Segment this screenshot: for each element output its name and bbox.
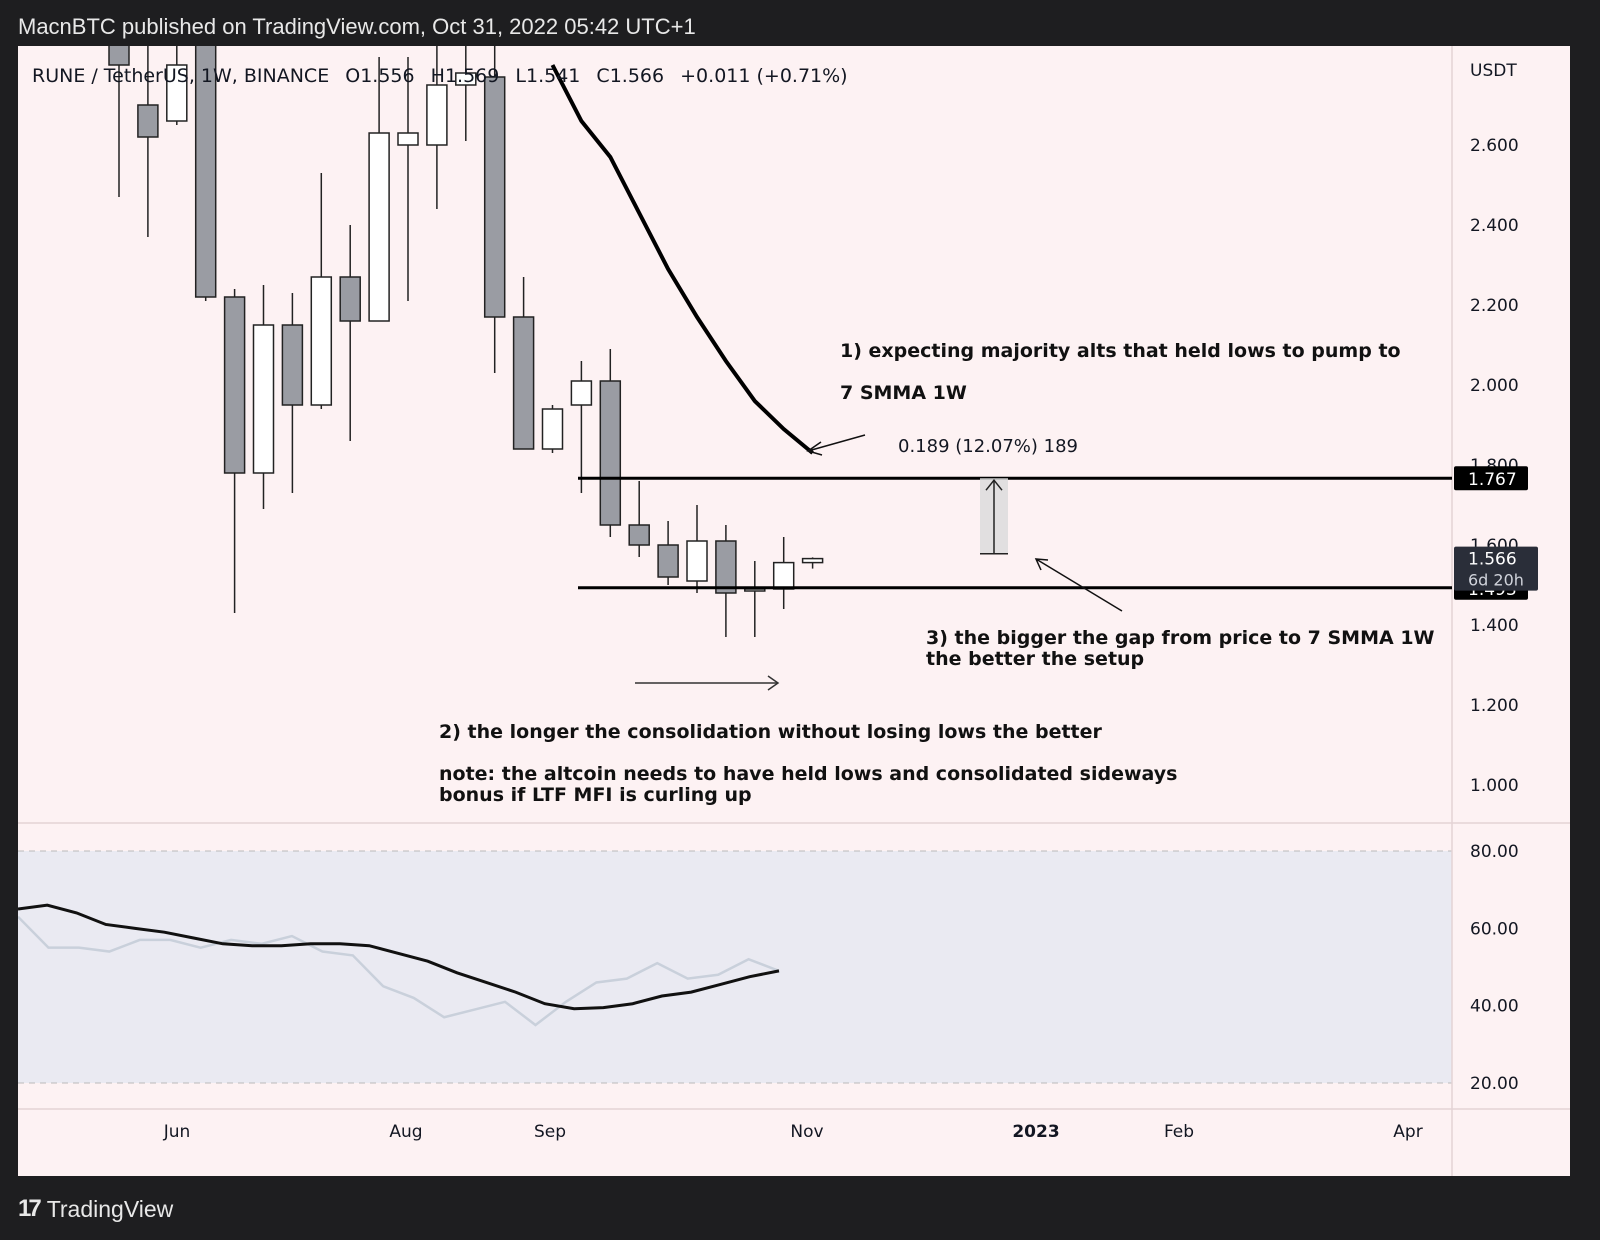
annotation-1-line1[interactable]: 1) expecting majority alts that held low… <box>840 340 1401 362</box>
symbol-info: RUNE / TetherUS, 1W, BINANCE O1.556 H1.5… <box>32 65 848 87</box>
mfi-tick-label: 20.00 <box>1470 1074 1519 1094</box>
smma-line[interactable] <box>550 64 814 455</box>
price-tick-label: 1.400 <box>1470 616 1519 636</box>
candle-body <box>512 316 535 450</box>
time-tick-label: Nov <box>790 1122 823 1142</box>
measure-label: 0.189 (12.07%) 189 <box>898 436 1078 457</box>
candle <box>657 521 679 585</box>
candle <box>686 505 708 593</box>
tradingview-logo-icon: 17 <box>18 1195 42 1222</box>
candle-body <box>772 561 795 590</box>
price-tick-label: 2.400 <box>1470 216 1519 236</box>
candle <box>310 173 333 409</box>
candle-body <box>397 132 419 146</box>
price-chart-svg[interactable]: 2.6002.4002.2002.0001.8001.6001.4001.200… <box>17 0 1570 1176</box>
candle-body <box>483 76 506 318</box>
candle <box>744 561 766 637</box>
candle-body <box>339 276 361 322</box>
time-tick-label: Aug <box>389 1122 422 1142</box>
candle-body <box>166 64 188 122</box>
candle-body <box>223 296 246 474</box>
candle <box>397 57 419 301</box>
candle-body <box>368 132 390 322</box>
bar-countdown-label: 6d 20h <box>1468 571 1524 590</box>
candle <box>772 537 795 609</box>
price-tick-label: 1.200 <box>1470 696 1519 716</box>
time-tick-label: Sep <box>534 1122 566 1142</box>
level-price-badge <box>1454 466 1528 491</box>
candle <box>483 33 506 373</box>
candle-body <box>686 540 708 582</box>
candle <box>252 285 275 509</box>
tradingview-footer[interactable]: 17 TradingView <box>18 1195 173 1223</box>
candle-body <box>570 380 593 406</box>
horizontal-levels[interactable] <box>578 476 1452 590</box>
price-tick-label: 2.200 <box>1470 296 1519 316</box>
candle <box>801 557 824 569</box>
publisher-header: MacnBTC published on TradingView.com, Oc… <box>18 14 696 39</box>
candle <box>570 361 593 493</box>
candle-body <box>281 324 304 406</box>
candle-body <box>137 104 159 138</box>
candle-body <box>108 44 130 66</box>
candlestick-series <box>108 0 824 637</box>
price-tick-label: 2.000 <box>1470 376 1519 396</box>
price-axis[interactable]: 2.6002.4002.2002.0001.8001.6001.4001.200… <box>1470 136 1519 796</box>
annotation-4-line2[interactable]: bonus if LTF MFI is curling up <box>439 784 752 806</box>
mfi-fast-line <box>17 915 780 1027</box>
candle <box>541 405 564 453</box>
time-axis[interactable]: Jun Aug Sep Nov 2023 Feb Apr <box>163 1122 1423 1142</box>
mfi-tick-label: 80.00 <box>1470 842 1519 862</box>
brand-name: TradingView <box>46 1195 174 1222</box>
candle-body <box>628 524 650 546</box>
annotation-3-line2[interactable]: the better the setup <box>926 648 1144 670</box>
mfi-axis: 80.00 60.00 40.00 20.00 <box>1470 842 1519 1094</box>
price-tick-label: 2.600 <box>1470 136 1519 156</box>
candle <box>339 225 361 441</box>
annotation-4-line1[interactable]: note: the altcoin needs to have held low… <box>439 763 1177 785</box>
candle <box>426 17 448 209</box>
candle-body <box>541 408 564 450</box>
level-price-label: 1.767 <box>1468 470 1517 490</box>
time-tick-label: Feb <box>1164 1122 1194 1142</box>
measure-arrow-head <box>985 478 1003 491</box>
mfi-indicator <box>17 903 780 1027</box>
mfi-tick-label: 40.00 <box>1470 997 1519 1017</box>
current-price-label: 1.566 <box>1468 550 1517 570</box>
candle <box>599 349 622 537</box>
current-price-badge <box>1454 546 1538 591</box>
candle-body <box>599 380 622 526</box>
annotation-3-line1[interactable]: 3) the bigger the gap from price to 7 SM… <box>926 627 1435 649</box>
candle-body <box>310 276 333 406</box>
candle <box>455 33 477 141</box>
candle-body <box>715 540 737 594</box>
mfi-tick-label: 60.00 <box>1470 919 1519 939</box>
candle-body <box>657 544 679 578</box>
candle <box>281 293 304 493</box>
time-tick-label: Apr <box>1393 1122 1422 1142</box>
candle <box>223 289 246 613</box>
mfi-slow-line <box>17 903 780 1011</box>
price-range-measure[interactable] <box>980 478 1008 555</box>
candle <box>628 481 650 557</box>
time-tick-label: 2023 <box>1012 1122 1059 1142</box>
candle-body <box>426 84 448 146</box>
arrow-to-smma[interactable] <box>806 434 866 456</box>
chart-canvas[interactable]: 2.600 2.400 2.200 2.000 1.800 1.600 1.400 1.200… <box>17 0 1570 1176</box>
annotation-2[interactable]: 2) the longer the consolidation without … <box>439 721 1103 743</box>
candle-body <box>801 557 824 564</box>
candle-body <box>455 72 477 86</box>
price-tick-label: 1.000 <box>1470 776 1519 796</box>
time-tick-label: Jun <box>163 1122 191 1142</box>
candle-body <box>252 324 275 474</box>
candle <box>715 525 737 637</box>
date-range-arrow[interactable] <box>635 675 780 691</box>
annotation-1-line2[interactable]: 7 SMMA 1W <box>840 382 967 404</box>
currency-unit-label: USDT <box>1470 61 1517 81</box>
candle <box>368 57 390 322</box>
arrow-to-gap[interactable] <box>1034 558 1123 612</box>
candle <box>512 277 535 450</box>
